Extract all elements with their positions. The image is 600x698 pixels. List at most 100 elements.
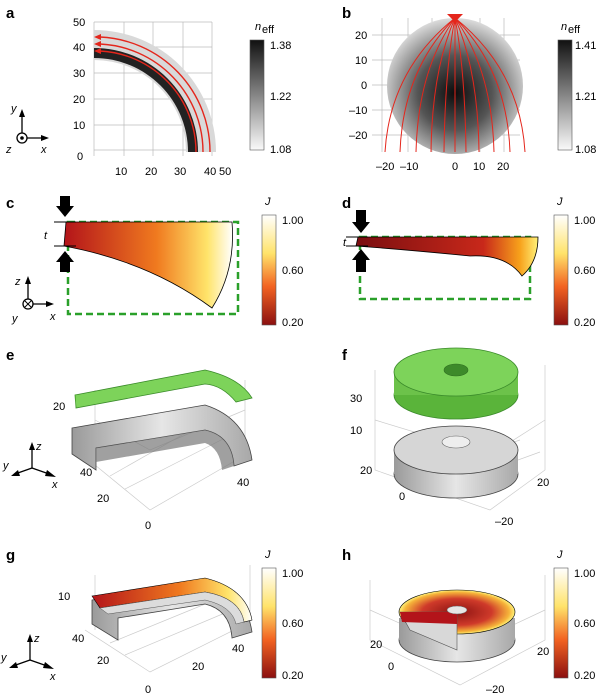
tick-g-2: 20 [97, 655, 109, 667]
cb-tick-h-2: 0.20 [574, 670, 595, 682]
xtick-a-3: 30 [174, 166, 186, 178]
tick-f-0: 30 [350, 393, 362, 405]
ray-arrow-a-3 [94, 48, 101, 54]
colorbar-g [261, 567, 277, 679]
ray-arrow-a-2 [94, 41, 101, 47]
cb-tick-d-1: 0.60 [574, 265, 595, 277]
tick-f-2: 20 [360, 465, 372, 477]
lens-profile-d [355, 236, 539, 277]
ytick-a-4: 10 [73, 120, 85, 132]
cb-tick-c-1: 0.60 [282, 265, 303, 277]
ytick-b-1: 10 [355, 55, 367, 67]
support-top-f [393, 425, 519, 475]
cb-tick-c-2: 0.20 [282, 317, 303, 329]
tick-g-1: 40 [72, 633, 84, 645]
ray-a-3 [99, 50, 197, 153]
axis-x-label-g: x [49, 671, 56, 683]
thickness-label-c: t [44, 230, 48, 242]
cb-tick-h-1: 0.60 [574, 618, 595, 630]
tick-g-3: 0 [145, 684, 151, 696]
tick-e-2: 20 [97, 493, 109, 505]
panel-label-h: h [342, 547, 351, 564]
xtick-a-2: 20 [145, 166, 157, 178]
axis-z-label-e: z [35, 441, 42, 453]
ring-region-a [94, 30, 216, 152]
tick-f-5: –20 [495, 516, 513, 528]
coord-triad-g: z x y [0, 633, 56, 683]
axis-y-label-e: y [2, 460, 10, 472]
panel-label-e: e [6, 347, 14, 364]
tick-e-3: 0 [145, 520, 151, 532]
tick-h-2: 20 [537, 646, 549, 658]
xtick-a-5: 50 [219, 166, 231, 178]
colorbar-b [557, 39, 573, 151]
colorbar-label-h: J [556, 549, 563, 561]
colorbar-d [553, 214, 569, 326]
xtick-b-1: –10 [400, 161, 418, 173]
colorbar-sub-a: eff [262, 24, 275, 36]
colorbar-label-d: J [556, 196, 563, 208]
axis-x-label-e: x [51, 479, 58, 491]
tick-e-1: 40 [80, 467, 92, 479]
ray-a-2 [99, 43, 204, 153]
ytick-a-3: 20 [73, 94, 85, 106]
axis-x-label-a: x [40, 144, 47, 156]
panel-h: h 20 0 20 –20 J 1.00 0.60 0.20 [342, 547, 595, 696]
cb-tick-h-0: 1.00 [574, 568, 595, 580]
panel-label-c: c [6, 195, 14, 212]
cb-tick-a-1: 1.22 [270, 91, 291, 103]
panel-label-a: a [6, 5, 15, 22]
rays-b [384, 17, 526, 153]
cb-tick-b-0: 1.41 [575, 40, 596, 52]
ray-a-1 [99, 36, 211, 153]
tick-f-1: 10 [350, 425, 362, 437]
ytick-b-4: –20 [349, 130, 367, 142]
ytick-a-2: 30 [73, 68, 85, 80]
colorbar-label-a: n [255, 21, 261, 33]
thickness-arrow-bot-c [56, 251, 74, 272]
axis-y-label-a: y [10, 103, 18, 115]
ray-arrow-a-1 [94, 34, 101, 40]
xtick-a-1: 10 [115, 166, 127, 178]
colorbar-label-b: n [561, 21, 567, 33]
tick-g-0: 10 [58, 591, 70, 603]
thickness-arrow-top-d [352, 210, 370, 233]
tick-h-0: 20 [370, 639, 382, 651]
xtick-b-0: –20 [376, 161, 394, 173]
colorbar-sub-b: eff [568, 24, 581, 36]
tick-e-0: 20 [53, 401, 65, 413]
panel-g: g 10 40 20 0 20 40 z x y J [0, 547, 303, 696]
ytick-b-2: 0 [361, 80, 367, 92]
colorbar-a [249, 39, 265, 151]
axis-x-label-c: x [49, 311, 56, 323]
colorbar-c [261, 214, 277, 326]
tick-h-1: 0 [388, 661, 394, 673]
panel-f: f 30 10 20 0 20 –20 [342, 347, 549, 528]
thickness-label-d: t [343, 237, 347, 249]
thickness-arrow-top-c [56, 196, 74, 217]
xtick-a-4: 40 [204, 166, 216, 178]
panel-a: a 0 10 20 30 40 50 50 40 30 20 10 [5, 5, 291, 178]
panel-b: b –20 –10 0 10 2 [342, 5, 596, 173]
tick-g-5: 40 [232, 643, 244, 655]
tick-f-3: 0 [399, 491, 405, 503]
tick-e-4: 40 [237, 477, 249, 489]
ytick-a-0: 50 [73, 17, 85, 29]
panel-c: c t z x y J 1.00 0.60 0.20 [6, 195, 303, 329]
cb-tick-c-0: 1.00 [282, 215, 303, 227]
panel-label-b: b [342, 5, 351, 22]
colorbar-h [553, 567, 569, 679]
tick-g-4: 20 [192, 661, 204, 673]
tick-f-4: 20 [537, 477, 549, 489]
cap-side-e [75, 394, 76, 408]
xtick-a-0: 0 [77, 151, 83, 163]
focus-mark-b [447, 14, 463, 22]
cb-tick-g-1: 0.60 [282, 618, 303, 630]
panel-label-d: d [342, 195, 351, 212]
panel-e: e 20 40 20 0 40 z x y [2, 347, 253, 532]
tick-h-3: –20 [486, 684, 504, 696]
axis-y-label-g: y [0, 652, 8, 664]
cap-hole-f [443, 363, 469, 377]
cb-tick-d-0: 1.00 [574, 215, 595, 227]
